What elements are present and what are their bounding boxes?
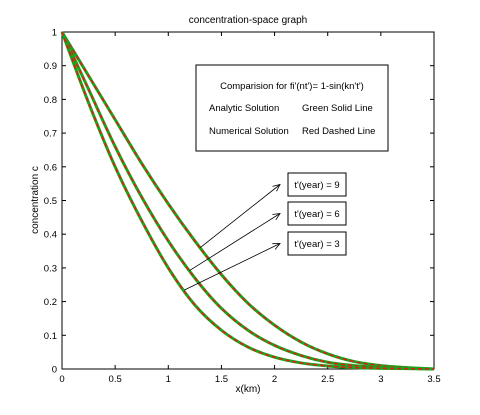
y-tick-label: 0.9 xyxy=(44,61,57,72)
legend-title: Comparision for fi'(nt')= 1-sin(kn't') xyxy=(220,81,364,92)
legend-row-1-right: Green Solid Line xyxy=(302,103,373,114)
y-tick-label: 0.8 xyxy=(44,95,57,106)
y-tick-label: 1 xyxy=(52,28,57,39)
y-tick-label: 0.1 xyxy=(44,331,57,342)
annotation-box xyxy=(287,172,347,197)
y-tick-label: 0.3 xyxy=(44,263,57,274)
curves xyxy=(60,31,435,371)
y-axis-label: concentration c xyxy=(30,166,41,234)
annotation-arrowhead xyxy=(272,243,281,250)
axis-ticks: 0 0.5 1 1.5 2 2.5 3 3.5 0 0.1 0.2 0.3 0.4 0.5 0.6 0.7 0.… xyxy=(44,28,441,386)
annotation-label: t'(year) = 3 xyxy=(294,239,339,250)
annotation-box xyxy=(287,201,347,226)
x-tick-label: 0 xyxy=(59,374,64,385)
x-tick-label: 2 xyxy=(272,374,277,385)
annotation-label: t'(year) = 9 xyxy=(294,180,339,191)
x-tick-label: 0.5 xyxy=(109,374,122,385)
annotation-arrowhead xyxy=(272,183,281,192)
numerical-curve-2 xyxy=(61,31,435,370)
x-tick-label: 1.5 xyxy=(215,374,228,385)
x-tick-label: 3 xyxy=(378,374,383,385)
y-tick-label: 0.5 xyxy=(44,196,57,207)
numerical-curve-1 xyxy=(61,31,435,370)
annotation-arrow-line xyxy=(189,213,281,271)
y-tick-label: 0.2 xyxy=(44,297,57,308)
annotation-box xyxy=(287,231,347,256)
legend-row-1-left: Analytic Solution xyxy=(209,103,279,114)
x-axis-label: x(km) xyxy=(236,384,261,395)
y-tick-label: 0 xyxy=(52,365,57,376)
annotations: t'(year) = 9 t'(year) = 6 t'(year) = 3 xyxy=(184,172,347,291)
legend-box: Comparision for fi'(nt')= 1-sin(kn't') A… xyxy=(195,64,389,152)
chart-title: concentration-space graph xyxy=(189,15,307,26)
legend-row-2-right: Red Dashed Line xyxy=(302,126,375,137)
legend-frame xyxy=(195,64,389,152)
x-tick-label: 1 xyxy=(166,374,171,385)
numerical-curve-3 xyxy=(61,31,435,370)
y-tick-label: 0.6 xyxy=(44,162,57,173)
x-tick-label: 3.5 xyxy=(427,374,440,385)
y-tick-label: 0.7 xyxy=(44,129,57,140)
legend-row-2-left: Numerical Solution xyxy=(209,126,289,137)
annotation-arrow-line xyxy=(199,184,281,248)
annotation-arrow-line xyxy=(184,243,281,291)
annotation-arrowhead xyxy=(272,212,281,221)
x-tick-label: 2.5 xyxy=(321,374,334,385)
y-tick-label: 0.4 xyxy=(44,230,57,241)
annotation-label: t'(year) = 6 xyxy=(294,209,339,220)
